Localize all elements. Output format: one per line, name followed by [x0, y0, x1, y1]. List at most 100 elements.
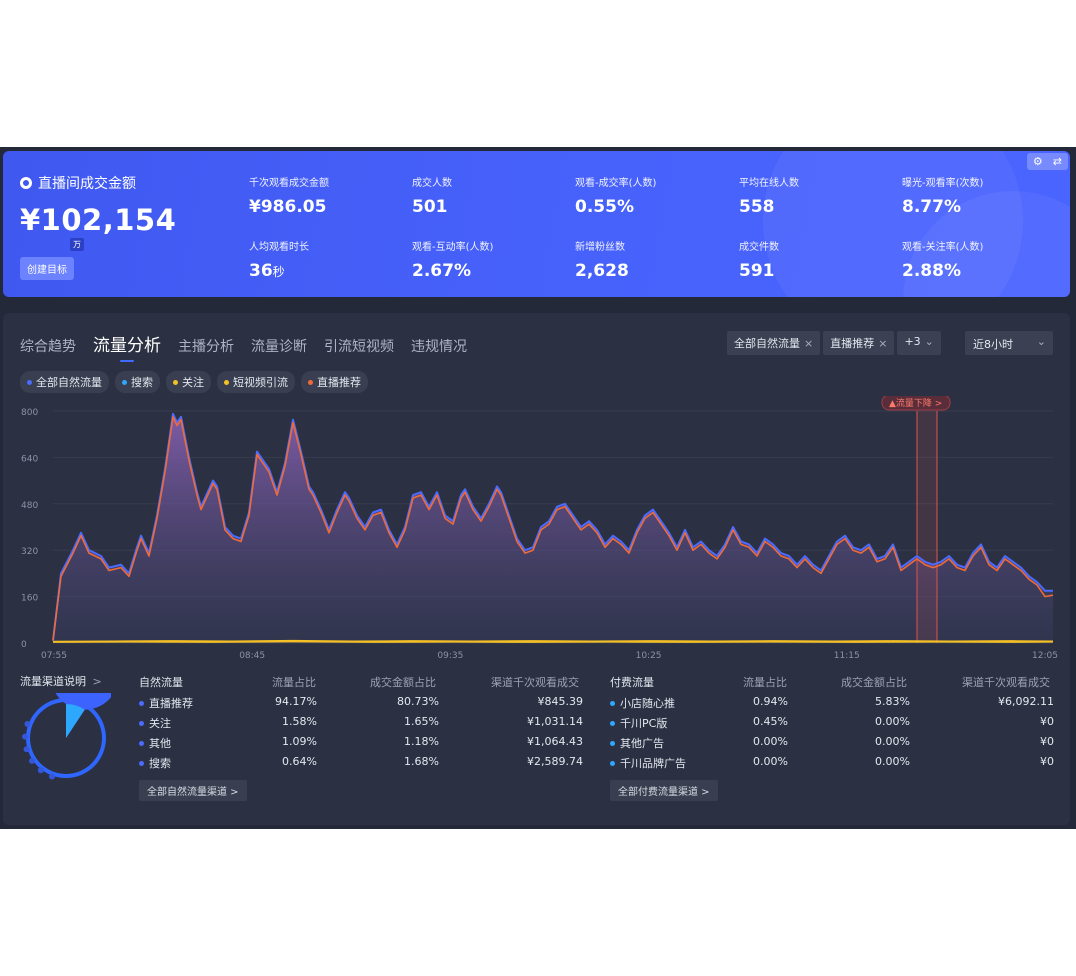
channel-row-name: 其他 [139, 735, 171, 751]
legend-item[interactable]: 搜索 [115, 371, 160, 393]
kpi-value: 2.88% [902, 261, 961, 281]
dashboard: ⚙ ⇄ 直播间成交金额 ¥102,154 万 创建目标 千次观看成交金额 ¥98… [0, 147, 1076, 829]
kpi-value: 558 [739, 197, 775, 217]
col-share: 流量占比 [272, 676, 316, 689]
donut-paid-slice [66, 704, 85, 738]
chevron-down-icon[interactable]: ⌄ [924, 335, 934, 348]
circle-icon [20, 177, 32, 189]
filter-chip[interactable]: 全部自然流量 × [727, 331, 821, 355]
cell-gmv-share: 1.65% [404, 715, 439, 728]
alert-label: ▲流量下降 > [889, 397, 942, 409]
all-paid-channels-button[interactable]: 全部付费流量渠道 > [610, 780, 718, 801]
main-metric-value: ¥102,154 [20, 203, 177, 237]
kpi-label: 成交人数 [412, 178, 452, 189]
analysis-tabs: 综合趋势 流量分析 主播分析 流量诊断 引流短视频 违规情况 [20, 331, 467, 362]
alert-band [917, 411, 937, 643]
time-range-value: 近8小时 [973, 338, 1013, 351]
channel-dot [139, 700, 144, 706]
cell-share: 0.00% [753, 755, 788, 768]
swap-icon[interactable]: ⇄ [1052, 155, 1062, 168]
natural-header: 自然流量 [139, 676, 183, 689]
kpi-follow-rate: 观看-关注率(人数) 2.88% [902, 238, 983, 281]
legend-dot [173, 379, 178, 385]
channel-dot [610, 700, 615, 706]
cell-gmv-share: 0.00% [875, 755, 910, 768]
donut-dot [48, 773, 55, 780]
cell-gmv-share: 80.73% [397, 695, 439, 708]
unit-badge: 万 [70, 238, 84, 251]
cell-gmv-share: 1.68% [404, 755, 439, 768]
main-metric-title: 直播间成交金额 [20, 173, 136, 193]
kpi-avg-watch-time: 人均观看时长 36秒 [249, 238, 309, 281]
kpi-unit: 秒 [272, 265, 285, 279]
cell-share: 94.17% [275, 695, 317, 708]
chart-legend: 全部自然流量 搜索 关注 短视频引流 直播推荐 [20, 371, 368, 393]
channel-row-name: 直播推荐 [139, 695, 193, 711]
cell-cpm: ¥0 [1040, 715, 1054, 728]
legend-item[interactable]: 直播推荐 [301, 371, 368, 393]
channel-explain-link[interactable]: 流量渠道说明 > [20, 675, 102, 688]
legend-dot [27, 379, 32, 385]
legend-item[interactable]: 短视频引流 [217, 371, 295, 393]
y-tick-label: 160 [21, 594, 38, 604]
all-natural-channels-button[interactable]: 全部自然流量渠道 > [139, 780, 247, 801]
x-tick-label: 07:55 [41, 651, 67, 661]
cell-cpm: ¥1,031.14 [527, 715, 583, 728]
kpi-label: 观看-关注率(人数) [902, 242, 984, 253]
channel-breakdown: 流量渠道说明 > 自然流量 流量占比 成交金额占比 渠道千次观看成交 付费流量 … [3, 673, 1070, 823]
traffic-panel: 综合趋势 流量分析 主播分析 流量诊断 引流短视频 违规情况 全部自然流量 × 直… [3, 313, 1070, 825]
y-tick-label: 480 [21, 501, 38, 511]
cell-share: 0.45% [753, 715, 788, 728]
create-goal-button[interactable]: 创建目标 [20, 257, 74, 280]
cell-cpm: ¥0 [1040, 735, 1054, 748]
y-tick-label: 0 [21, 640, 27, 650]
cell-gmv-share: 1.18% [404, 735, 439, 748]
gear-icon[interactable]: ⚙ [1032, 155, 1043, 168]
channel-row-name: 千川PC版 [610, 715, 667, 731]
donut-dot [22, 733, 29, 740]
kpi-label: 成交件数 [739, 242, 779, 253]
y-tick-label: 640 [21, 454, 38, 464]
legend-dot [122, 379, 127, 385]
kpi-buyers: 成交人数 501 [412, 174, 452, 217]
tab-short-video[interactable]: 引流短视频 [324, 339, 394, 355]
chevron-down-icon: ⌄ [1036, 335, 1046, 348]
kpi-watch-convert-rate: 观看-成交率(人数) 0.55% [575, 174, 656, 217]
filter-chip[interactable]: 直播推荐 × [823, 331, 895, 355]
cell-gmv-share: 5.83% [875, 695, 910, 708]
close-icon[interactable]: × [878, 337, 888, 350]
tab-traffic-analysis[interactable]: 流量分析 [93, 331, 161, 362]
summary-card: ⚙ ⇄ 直播间成交金额 ¥102,154 万 创建目标 千次观看成交金额 ¥98… [3, 151, 1070, 297]
cell-share: 1.09% [282, 735, 317, 748]
tab-overall-trend[interactable]: 综合趋势 [20, 339, 76, 355]
x-tick-label: 12:05 [1032, 651, 1058, 661]
channel-dot [139, 740, 144, 746]
legend-dot [224, 379, 229, 385]
more-filters-badge[interactable]: +3 ⌄ [897, 331, 941, 355]
close-icon[interactable]: × [804, 337, 814, 350]
legend-item[interactable]: 全部自然流量 [20, 371, 109, 393]
channel-row-name: 搜索 [139, 755, 171, 771]
tab-anchor-analysis[interactable]: 主播分析 [178, 339, 234, 355]
kpi-label: 曝光-观看率(次数) [902, 178, 984, 189]
tab-traffic-diagnosis[interactable]: 流量诊断 [251, 339, 307, 355]
channel-row-name: 千川品牌广告 [610, 755, 686, 771]
donut-dot [23, 746, 30, 753]
x-tick-label: 11:15 [834, 651, 860, 661]
kpi-value: 36秒 [249, 261, 285, 281]
alert-badge [881, 396, 951, 411]
x-tick-label: 09:35 [437, 651, 463, 661]
series-line [52, 416, 1054, 641]
channel-row-name: 其他广告 [610, 735, 664, 751]
time-range-select[interactable]: 近8小时 ⌄ [965, 331, 1053, 355]
legend-item[interactable]: 关注 [166, 371, 211, 393]
series-area [53, 413, 1053, 643]
kpi-label: 人均观看时长 [249, 242, 309, 253]
kpi-interact-rate: 观看-互动率(人数) 2.67% [412, 238, 493, 281]
cell-share: 0.00% [753, 735, 788, 748]
chevron-right-icon: > [92, 675, 102, 688]
kpi-avg-online: 平均在线人数 558 [739, 174, 799, 217]
kpi-value: ¥986.05 [249, 197, 327, 217]
kpi-expose-watch-rate: 曝光-观看率(次数) 8.77% [902, 174, 983, 217]
tab-violations[interactable]: 违规情况 [411, 339, 467, 355]
